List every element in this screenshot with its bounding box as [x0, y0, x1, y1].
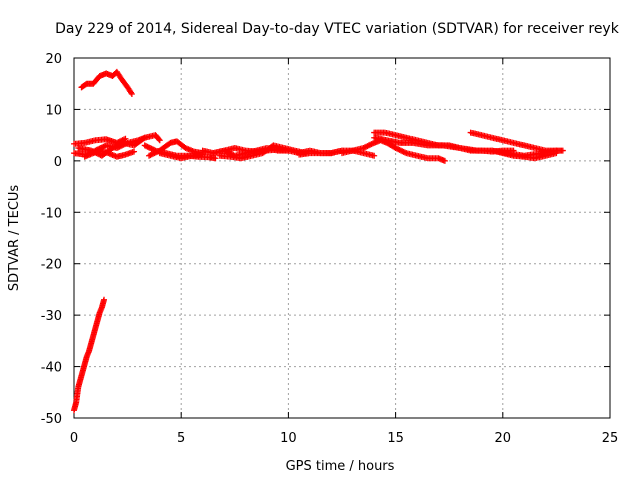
- x-axis-label: GPS time / hours: [286, 459, 395, 474]
- x-tick-label: 15: [387, 431, 404, 446]
- data-point: [128, 91, 135, 97]
- plot-frame: [73, 57, 611, 419]
- series-arc-q: [467, 129, 566, 154]
- y-axis-label: SDTVAR / TECUs: [7, 185, 22, 292]
- data-point: [441, 157, 448, 164]
- chart-title: Day 229 of 2014, Sidereal Day-to-day VTE…: [55, 21, 620, 37]
- x-tick-label: 10: [280, 431, 297, 446]
- data-points: [71, 68, 566, 414]
- data-point: [101, 296, 108, 303]
- y-tick-label: -50: [41, 412, 62, 427]
- y-tick-label: -10: [41, 206, 62, 221]
- y-tick-label: -20: [41, 258, 62, 273]
- data-point: [140, 135, 147, 142]
- series-arc-r: [489, 147, 560, 162]
- data-point: [212, 155, 219, 162]
- data-point: [371, 152, 378, 159]
- series-arc-l: [210, 145, 292, 157]
- axis-ticks: [73, 57, 611, 419]
- data-point: [156, 137, 163, 144]
- data-point: [553, 150, 560, 157]
- data-point: [285, 147, 292, 154]
- x-tick-label: 20: [495, 431, 512, 446]
- data-point: [559, 147, 566, 154]
- y-tick-label: 20: [45, 52, 62, 67]
- data-point: [155, 136, 162, 143]
- x-tick-label: 0: [70, 431, 78, 446]
- series-arc-d: [71, 135, 129, 147]
- plot-frame-layer: [73, 57, 611, 419]
- data-point: [131, 148, 138, 155]
- y-tick-label: -40: [41, 361, 62, 376]
- y-tick-label: -30: [41, 309, 62, 324]
- x-tick-label: 5: [177, 431, 185, 446]
- series-arc-a: [78, 68, 135, 97]
- series-arc-f: [81, 147, 138, 160]
- series-arc-i: [156, 150, 206, 162]
- grid-lines: [74, 58, 610, 418]
- data-point: [128, 89, 135, 96]
- y-tick-label: 10: [45, 103, 62, 118]
- y-tick-label: 0: [54, 155, 62, 170]
- series-arc-b: [71, 296, 108, 414]
- x-tick-label: 25: [602, 431, 619, 446]
- tick-labels: 0 5 10 15 20 25 -50 -40 -30 -20 -10 0 10 20: [41, 52, 619, 446]
